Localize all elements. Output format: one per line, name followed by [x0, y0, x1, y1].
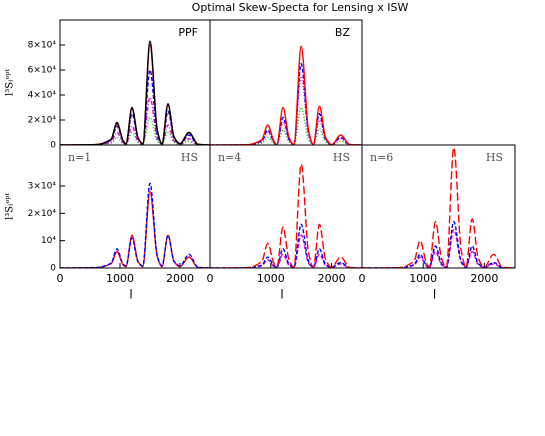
y-tick-label: 8×10⁴	[28, 41, 57, 51]
y-axis-label: l³Sₗᵒᵖᵗ	[5, 69, 16, 96]
y-axis-label: l³Sₗᵒᵖᵗ	[5, 193, 16, 220]
y-tick-label: 0	[50, 141, 56, 151]
x-tick-label: 1000	[257, 272, 285, 285]
series-line	[362, 147, 515, 268]
x-axis-label: l	[433, 288, 436, 302]
x-tick-label: 0	[359, 272, 366, 285]
y-tick-label: 10⁴	[41, 236, 56, 246]
panel-label: PPF	[178, 26, 198, 39]
y-tick-label: 2×10⁴	[28, 209, 57, 219]
y-tick-label: 2×10⁴	[28, 116, 57, 126]
plot-frame	[361, 144, 516, 269]
chart-title: Optimal Skew-Specta for Lensing x ISW	[192, 1, 409, 14]
series-line	[362, 220, 515, 268]
y-tick-label: 4×10⁴	[28, 91, 57, 101]
series-line	[60, 40, 210, 145]
series-line	[210, 45, 362, 145]
x-tick-label: 0	[207, 272, 214, 285]
x-tick-label: 0	[57, 272, 64, 285]
x-tick-label: 2000	[318, 272, 346, 285]
x-tick-label: 2000	[470, 272, 498, 285]
series-line	[60, 190, 210, 268]
panel-label: n=1	[68, 151, 91, 164]
series-line	[60, 44, 210, 145]
panel-label: HS	[486, 151, 503, 164]
series-line	[210, 75, 362, 145]
x-tick-label: 1000	[106, 272, 134, 285]
series-line	[210, 63, 362, 145]
x-axis-label: l	[129, 288, 132, 302]
panel-label: BZ	[335, 26, 351, 39]
panel-label: HS	[181, 151, 198, 164]
series-line	[60, 182, 210, 268]
x-axis-label: l	[280, 288, 283, 302]
y-tick-label: 0	[50, 264, 56, 274]
panel-label: n=6	[370, 151, 393, 164]
series-line	[210, 163, 362, 268]
x-tick-label: 1000	[409, 272, 437, 285]
x-tick-label: 2000	[166, 272, 194, 285]
series-line	[210, 223, 362, 268]
panel-label: HS	[333, 151, 350, 164]
panel-label: n=4	[218, 151, 241, 164]
y-tick-label: 6×10⁴	[28, 66, 57, 76]
y-tick-label: 3×10⁴	[28, 182, 57, 192]
